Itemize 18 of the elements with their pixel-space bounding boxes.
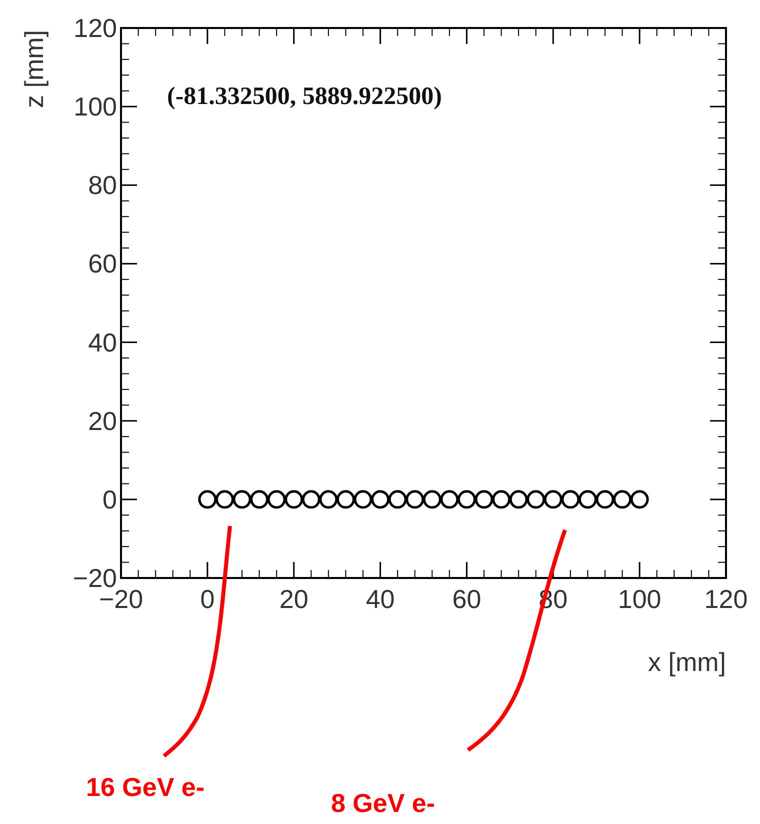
- x-tick-label: 100: [618, 584, 662, 614]
- y-axis-title: z [mm]: [19, 30, 49, 108]
- x-tick-label: 60: [452, 584, 482, 614]
- y-tick-label: 20: [88, 406, 117, 436]
- x-tick-label: 40: [366, 584, 395, 614]
- y-tick-label: 120: [74, 13, 117, 43]
- x-axis-title: x [mm]: [648, 647, 726, 677]
- x-tick-label: 0: [200, 584, 215, 614]
- text: 16 GeV e-: [86, 772, 205, 802]
- y-tick-label: 0: [102, 484, 117, 514]
- x-tick-label: 20: [279, 584, 308, 614]
- y-tick-label: 100: [74, 92, 117, 122]
- y-tick-label: 40: [88, 327, 117, 358]
- x-tick-label: 120: [704, 584, 748, 614]
- y-tick-label: 80: [88, 170, 117, 200]
- text: 8 GeV e-: [331, 788, 436, 818]
- text: (-81.332500, 5889.922500): [167, 83, 442, 110]
- y-tick-label: 60: [88, 248, 117, 279]
